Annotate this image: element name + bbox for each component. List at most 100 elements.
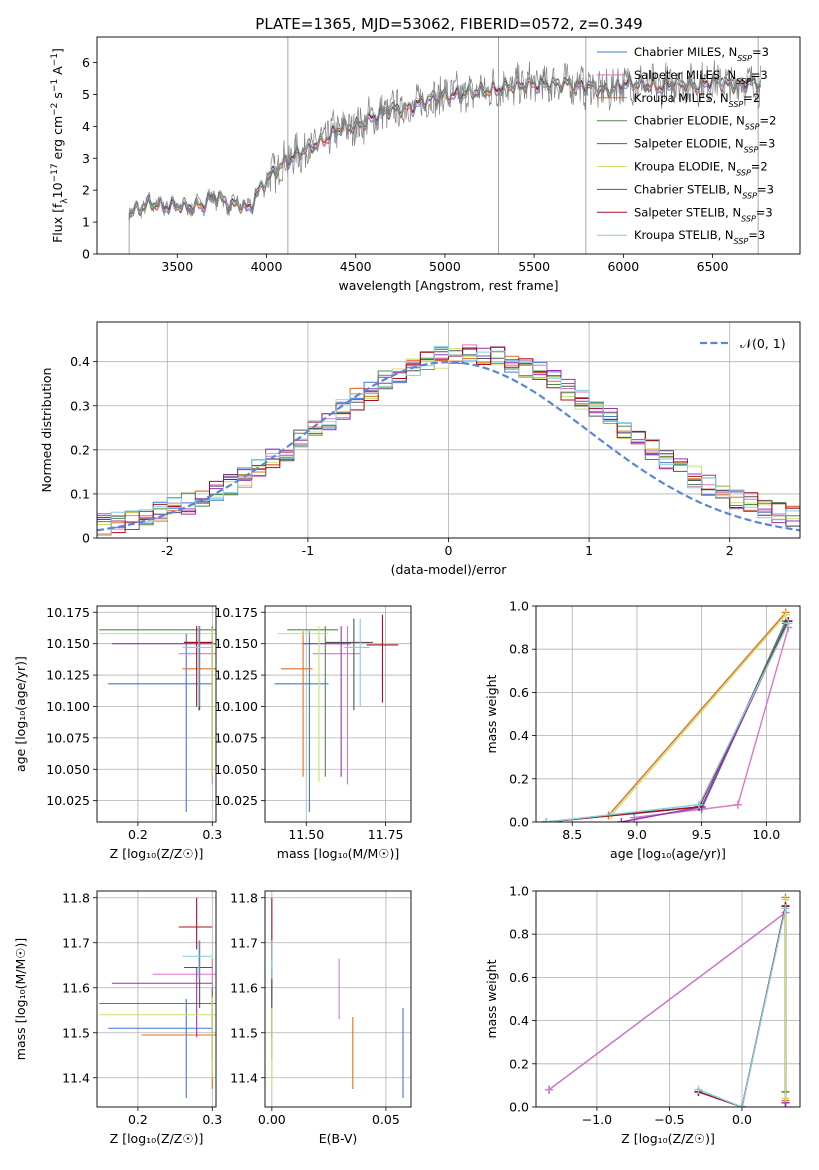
y-tick-label: 1.0: [509, 884, 529, 899]
error-point: [184, 940, 213, 1008]
ylabel-part: Flux [f: [50, 203, 65, 243]
legend-label: Kroupa STELIB, NSSP=3: [634, 228, 765, 246]
legend-subscript: SSP: [729, 99, 744, 108]
residuals-ylabel: Normed distribution: [39, 368, 54, 493]
weight-series: [545, 908, 790, 1107]
legend-nssp-value: =3: [757, 182, 774, 196]
weight-marker: [781, 904, 790, 913]
x-tick-label: 10.0: [752, 827, 780, 842]
weight-series: [542, 617, 790, 822]
x-tick-label: 4000: [251, 259, 283, 274]
ylabel-part: A: [50, 66, 65, 79]
y-tick-label: 0.6: [509, 970, 529, 985]
y-tick-label: 10.125: [214, 668, 258, 683]
y-tick-label: 5: [82, 87, 90, 102]
ebv-mass-axes: [265, 891, 411, 1107]
x-tick-label: 2: [726, 543, 734, 558]
weight-marker: [695, 800, 704, 809]
z-mass-plot-area: [99, 897, 216, 1098]
y-tick-label: 2: [82, 183, 90, 198]
legend-subscript: SSP: [734, 237, 749, 246]
error-point: [178, 897, 213, 950]
error-point: [99, 987, 216, 1060]
weight-marker: [630, 813, 639, 822]
ylabel-part: −2: [50, 103, 60, 116]
normal-curve: [97, 360, 800, 532]
weight-line: [610, 614, 787, 816]
x-tick-label: 11.75: [368, 827, 404, 842]
y-tick-label: 0.2: [70, 442, 90, 457]
x-tick-label: 5500: [518, 259, 550, 274]
weight-series: [630, 623, 793, 822]
y-tick-label: 0: [82, 531, 90, 546]
weight-series: [630, 619, 790, 822]
age-weight-xlabel: age [log₁₀(age/yr)]: [610, 846, 726, 861]
legend-nssp-value: =3: [751, 68, 768, 82]
legend-series-name: Salpeter STELIB, N: [634, 205, 741, 219]
legend-subscript: SSP: [736, 76, 751, 85]
legend-subscript: SSP: [744, 145, 759, 154]
z-weight-spine: [535, 890, 801, 1108]
error-point: [344, 618, 370, 707]
data-spectrum: [128, 37, 762, 254]
legend-series-name: Chabrier MILES, N: [634, 45, 737, 59]
mass-age-axes: [265, 606, 411, 822]
weight-marker: [545, 1085, 554, 1094]
z-weight-ylabel: mass weight: [484, 959, 499, 1038]
legend-label: Salpeter STELIB, NSSP=3: [634, 205, 773, 223]
z-mass-axes: [97, 891, 216, 1107]
y-tick-label: 0.3: [70, 398, 90, 413]
z-age-ylabel: age [log₁₀(age/yr)]: [13, 656, 28, 772]
ylabel-part: erg cm: [50, 116, 65, 164]
y-tick-label: 10.125: [46, 668, 90, 683]
weight-series: [604, 608, 790, 820]
legend-nssp-value: =2: [743, 91, 760, 105]
weight-marker: [733, 800, 742, 809]
legend-label: Salpeter ELODIE, NSSP=3: [634, 137, 775, 155]
error-point: [108, 999, 213, 1098]
spectrum-plot-area: [128, 37, 762, 254]
ylabel-part: −1: [50, 79, 60, 92]
legend-series-name: Kroupa STELIB, N: [634, 228, 734, 242]
y-tick-label: 0.4: [509, 728, 529, 743]
x-tick-label: 3500: [161, 259, 193, 274]
weight-line: [548, 911, 787, 1103]
x-tick-label: 0.00: [258, 1112, 286, 1127]
age-weight-spine: [535, 605, 801, 823]
legend-series-name: Chabrier ELODIE, N: [634, 114, 745, 128]
y-tick-label: 11.7: [230, 935, 258, 950]
y-tick-label: 0.0: [509, 1100, 529, 1115]
x-tick-label: 6000: [607, 259, 639, 274]
legend-nssp-value: =3: [748, 228, 765, 242]
x-tick-label: 11.50: [288, 827, 324, 842]
x-tick-label: -2: [161, 543, 173, 558]
legend-series-name: Kroupa MILES, N: [634, 91, 729, 105]
legend-label: Chabrier STELIB, NSSP=3: [634, 182, 774, 200]
age-weight-ylabel: mass weight: [484, 674, 499, 753]
y-tick-label: 11.5: [62, 1025, 90, 1040]
z-mass-spine: [96, 890, 217, 1108]
x-tick-label: 9.0: [627, 827, 647, 842]
y-tick-label: 0.4: [70, 354, 90, 369]
y-tick-label: 10.050: [214, 762, 258, 777]
y-tick-label: 10.100: [46, 699, 90, 714]
y-tick-label: 11.8: [62, 890, 90, 905]
error-point: [178, 631, 216, 785]
ebv-mass-frame: 0.00 0.05 11.4 11.5 11.6 11.7 11.8 E(B-V): [230, 890, 412, 1146]
weight-marker: [737, 1103, 746, 1107]
y-tick-label: 10.075: [46, 730, 90, 745]
ylabel-part: 10: [50, 182, 65, 198]
legend-subscript: SSP: [745, 122, 760, 131]
model-line: [128, 76, 762, 216]
z-weight-frame: −1.0 −0.5 0.0 0.0 0.2 0.4 0.6 0.8 1.0 Z [log₁₀(Z/…: [484, 884, 801, 1146]
legend-nssp-value: =3: [758, 137, 775, 151]
legend-series-name: Salpeter MILES, N: [634, 68, 736, 82]
error-point: [99, 996, 216, 1078]
y-tick-label: 3: [82, 151, 90, 166]
ebv-mass-xlabel: E(B-V): [319, 1131, 358, 1146]
y-tick-label: 11.4: [230, 1070, 258, 1085]
error-point: [366, 614, 399, 703]
y-tick-label: 10.025: [46, 793, 90, 808]
legend-subscript: SSP: [742, 191, 757, 200]
residuals-xlabel: (data-model)/error: [391, 562, 508, 577]
